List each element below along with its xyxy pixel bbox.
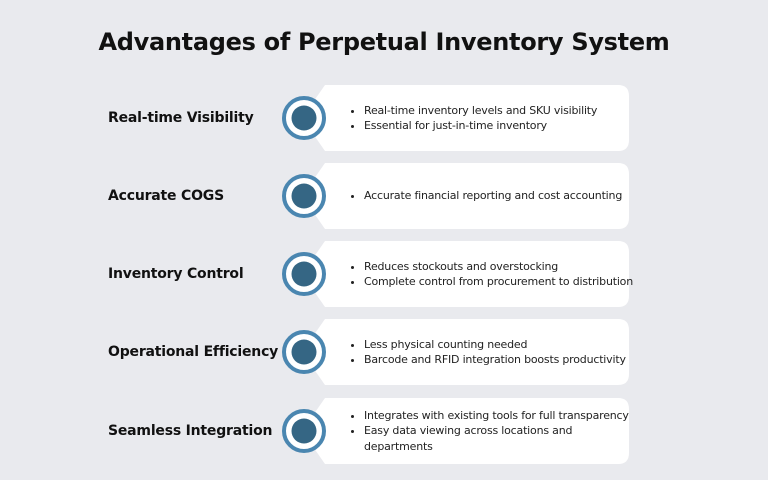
advantage-card: Accurate financial reporting and cost ac… [300,162,630,230]
target-circle-icon [282,96,326,140]
advantage-row-3: Inventory Control Reduces stockouts and … [0,240,768,308]
advantage-row-4: Operational Efficiency Less physical cou… [0,318,768,386]
advantage-label: Inventory Control [108,266,244,282]
target-circle-icon [282,409,326,453]
card-shape [302,398,629,464]
bullet-item: Less physical counting needed [364,337,636,353]
advantage-card: Less physical counting neededBarcode and… [300,318,630,386]
bullet-list: Reduces stockouts and overstockingComple… [344,240,636,308]
bullet-item: Reduces stockouts and overstocking [364,259,636,275]
target-circle-icon [282,330,326,374]
advantage-label: Operational Efficiency [108,344,279,360]
advantage-label: Seamless Integration [108,423,273,439]
card-shape [302,319,629,385]
bullet-list: Less physical counting neededBarcode and… [344,318,636,386]
bullet-item: Barcode and RFID integration boosts prod… [364,352,636,368]
card-shape [302,241,629,307]
advantage-card: Real-time inventory levels and SKU visib… [300,84,630,152]
page-title: Advantages of Perpetual Inventory System [98,28,670,56]
card-shape [302,85,629,151]
target-circle-icon [282,174,326,218]
bullet-item: Complete control from procurement to dis… [364,274,636,290]
advantage-card: Reduces stockouts and overstockingComple… [300,240,633,308]
advantage-row-5: Seamless Integration Integrates with exi… [0,397,768,465]
bullet-item: Essential for just-in-time inventory [364,118,636,134]
bullet-list: Accurate financial reporting and cost ac… [344,162,636,230]
bullet-list: Real-time inventory levels and SKU visib… [344,84,636,152]
target-circle-icon [282,252,326,296]
bullet-list: Integrates with existing tools for full … [344,397,636,465]
card-shape [302,163,629,229]
advantage-label: Accurate COGS [108,188,224,204]
bullet-item: Easy data viewing across locations and d… [364,423,636,454]
advantage-card: Integrates with existing tools for full … [300,397,630,465]
advantage-row-2: Accurate COGS Accurate financial reporti… [0,162,768,230]
bullet-item: Integrates with existing tools for full … [364,408,636,424]
advantage-label: Real-time Visibility [108,110,254,126]
advantage-row-1: Real-time Visibility Real-time inventory… [0,84,768,152]
bullet-item: Accurate financial reporting and cost ac… [364,188,636,204]
bullet-item: Real-time inventory levels and SKU visib… [364,103,636,119]
